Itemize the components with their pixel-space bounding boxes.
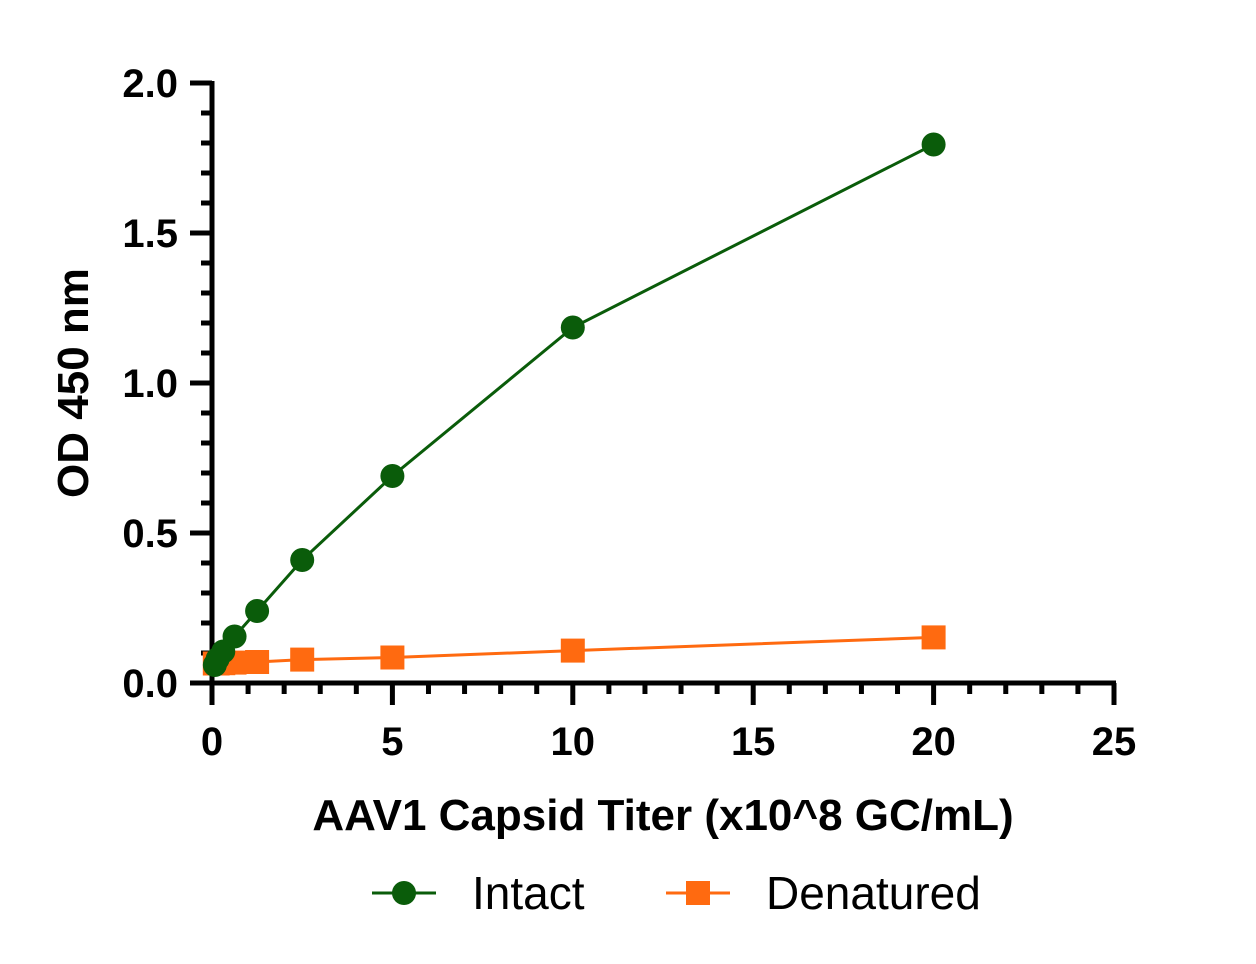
x-tick-label: 25	[1092, 720, 1137, 764]
legend-item-intact: Intact	[372, 867, 585, 919]
y-tick-label: 0.0	[122, 662, 178, 706]
series-layer	[202, 132, 946, 677]
data-point-intact	[921, 132, 946, 157]
data-point-intact	[245, 599, 270, 623]
data-point-intact	[222, 624, 247, 649]
legend-label: Intact	[472, 867, 585, 919]
y-tick-label: 2.0	[122, 62, 178, 106]
legend: Intact Denatured	[372, 867, 981, 919]
x-axis-title: AAV1 Capsid Titer (x10^8 GC/mL)	[312, 791, 1013, 840]
data-point-denatured	[380, 645, 405, 670]
y-tick-label: 0.5	[122, 512, 178, 556]
series-line-intact	[213, 143, 935, 666]
data-point-intact	[380, 464, 405, 488]
x-tick-label: 15	[731, 720, 776, 764]
y-axis-title: OD 450 nm	[49, 268, 98, 498]
y-tick-label: 1.0	[122, 362, 178, 406]
data-point-intact	[290, 548, 315, 572]
legend-marker-circle	[392, 881, 416, 905]
series-denatured	[202, 625, 946, 676]
y-tick-label: 1.5	[122, 212, 178, 256]
data-point-denatured	[560, 638, 585, 663]
data-point-denatured	[245, 650, 270, 674]
legend-marker-square	[686, 881, 710, 905]
x-tick-label: 20	[911, 720, 956, 764]
x-tick-label: 10	[551, 720, 596, 764]
legend-item-denatured: Denatured	[666, 867, 981, 919]
axes: 0.0 0.5 1.0 1.5 2.0 0 5 10 15 20 25	[122, 62, 1136, 764]
data-point-denatured	[290, 647, 315, 672]
data-point-intact	[560, 315, 585, 340]
x-tick-label: 5	[381, 720, 403, 764]
data-point-denatured	[921, 625, 946, 650]
x-tick-label: 0	[201, 720, 223, 764]
legend-label: Denatured	[766, 867, 981, 919]
series-intact	[202, 132, 946, 677]
